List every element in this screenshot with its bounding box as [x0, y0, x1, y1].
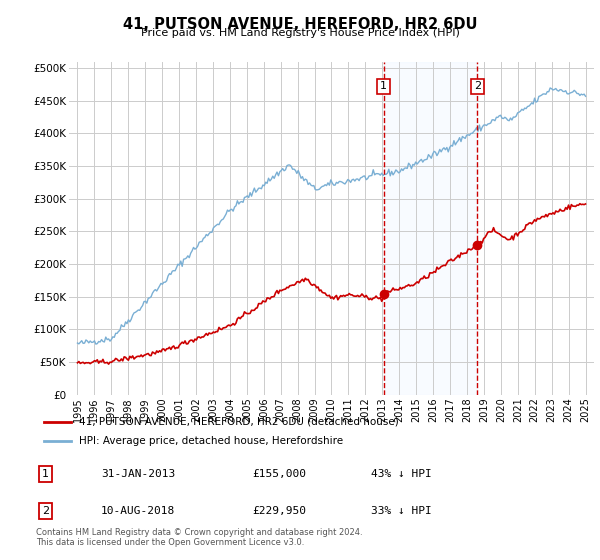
- Text: 41, PUTSON AVENUE, HEREFORD, HR2 6DU (detached house): 41, PUTSON AVENUE, HEREFORD, HR2 6DU (de…: [79, 417, 399, 427]
- Text: HPI: Average price, detached house, Herefordshire: HPI: Average price, detached house, Here…: [79, 436, 343, 446]
- Text: 2: 2: [474, 81, 481, 91]
- Text: 10-AUG-2018: 10-AUG-2018: [101, 506, 175, 516]
- Text: Price paid vs. HM Land Registry's House Price Index (HPI): Price paid vs. HM Land Registry's House …: [140, 28, 460, 38]
- Text: 1: 1: [42, 469, 49, 479]
- Bar: [383, 62, 478, 395]
- Text: 31-JAN-2013: 31-JAN-2013: [101, 469, 175, 479]
- Text: 43% ↓ HPI: 43% ↓ HPI: [371, 469, 431, 479]
- Text: 2: 2: [42, 506, 49, 516]
- Text: 1: 1: [380, 81, 387, 91]
- Text: Contains HM Land Registry data © Crown copyright and database right 2024.
This d: Contains HM Land Registry data © Crown c…: [36, 528, 362, 547]
- Text: £155,000: £155,000: [252, 469, 306, 479]
- Text: 33% ↓ HPI: 33% ↓ HPI: [371, 506, 431, 516]
- Text: £229,950: £229,950: [252, 506, 306, 516]
- Text: 41, PUTSON AVENUE, HEREFORD, HR2 6DU: 41, PUTSON AVENUE, HEREFORD, HR2 6DU: [123, 17, 477, 32]
